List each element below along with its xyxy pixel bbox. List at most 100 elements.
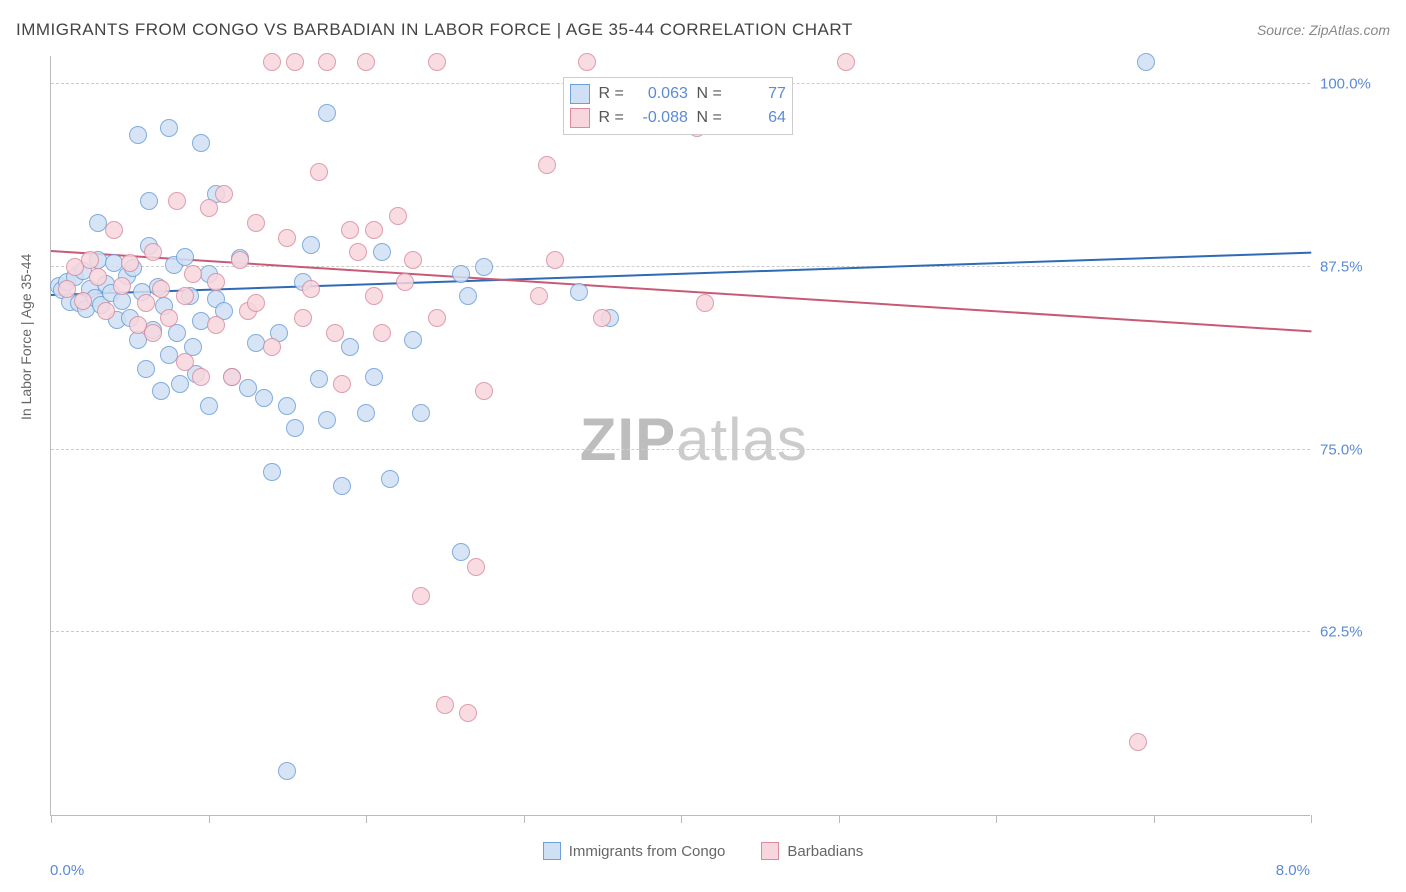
scatter-point xyxy=(160,119,178,137)
scatter-point xyxy=(318,53,336,71)
scatter-point xyxy=(467,558,485,576)
scatter-point xyxy=(247,294,265,312)
scatter-point xyxy=(428,309,446,327)
scatter-point xyxy=(278,397,296,415)
scatter-point xyxy=(152,382,170,400)
scatter-point xyxy=(1137,53,1155,71)
scatter-point xyxy=(837,53,855,71)
scatter-point xyxy=(263,463,281,481)
scatter-point xyxy=(341,221,359,239)
x-max-label: 8.0% xyxy=(1276,862,1310,879)
legend-item: Barbadians xyxy=(761,842,863,860)
n-label: N = xyxy=(696,85,722,103)
y-tick-label: 87.5% xyxy=(1320,258,1380,275)
scatter-point xyxy=(365,287,383,305)
r-value: 0.063 xyxy=(632,85,688,103)
legend-swatch xyxy=(543,842,561,860)
scatter-point xyxy=(349,243,367,261)
scatter-point xyxy=(538,156,556,174)
scatter-point xyxy=(310,370,328,388)
scatter-point xyxy=(255,389,273,407)
scatter-point xyxy=(121,254,139,272)
scatter-point xyxy=(113,277,131,295)
scatter-point xyxy=(452,265,470,283)
scatter-point xyxy=(546,251,564,269)
x-tick xyxy=(366,815,367,823)
scatter-point xyxy=(160,309,178,327)
scatter-point xyxy=(459,704,477,722)
legend-swatch xyxy=(761,842,779,860)
scatter-point xyxy=(207,316,225,334)
r-value: -0.088 xyxy=(632,109,688,127)
y-tick-label: 75.0% xyxy=(1320,441,1380,458)
scatter-point xyxy=(578,53,596,71)
scatter-point xyxy=(333,375,351,393)
scatter-point xyxy=(318,411,336,429)
x-tick xyxy=(839,815,840,823)
gridline xyxy=(51,631,1310,632)
chart-header: IMMIGRANTS FROM CONGO VS BARBADIAN IN LA… xyxy=(16,20,1390,40)
scatter-point xyxy=(373,324,391,342)
legend-swatch xyxy=(570,108,590,128)
scatter-point xyxy=(144,324,162,342)
scatter-point xyxy=(137,360,155,378)
n-label: N = xyxy=(696,109,722,127)
scatter-point xyxy=(171,375,189,393)
x-tick xyxy=(1311,815,1312,823)
scatter-point xyxy=(184,265,202,283)
scatter-point xyxy=(593,309,611,327)
chart-source: Source: ZipAtlas.com xyxy=(1257,22,1390,38)
scatter-point xyxy=(168,192,186,210)
scatter-point xyxy=(294,309,312,327)
x-tick xyxy=(51,815,52,823)
scatter-point xyxy=(137,294,155,312)
scatter-point xyxy=(475,258,493,276)
chart-title: IMMIGRANTS FROM CONGO VS BARBADIAN IN LA… xyxy=(16,20,853,40)
scatter-point xyxy=(152,280,170,298)
scatter-point xyxy=(341,338,359,356)
scatter-point xyxy=(436,696,454,714)
scatter-point xyxy=(263,53,281,71)
legend-swatch xyxy=(570,84,590,104)
scatter-point xyxy=(105,221,123,239)
scatter-point xyxy=(357,404,375,422)
scatter-point xyxy=(278,762,296,780)
x-min-label: 0.0% xyxy=(50,862,84,879)
scatter-point xyxy=(231,251,249,269)
scatter-point xyxy=(389,207,407,225)
scatter-point xyxy=(74,292,92,310)
scatter-point xyxy=(373,243,391,261)
scatter-point xyxy=(81,251,99,269)
scatter-point xyxy=(404,251,422,269)
scatter-point xyxy=(570,283,588,301)
scatter-point xyxy=(129,126,147,144)
y-axis-label: In Labor Force | Age 35-44 xyxy=(18,254,34,420)
scatter-point xyxy=(140,192,158,210)
x-tick xyxy=(996,815,997,823)
scatter-point xyxy=(302,280,320,298)
scatter-point xyxy=(365,221,383,239)
x-tick xyxy=(209,815,210,823)
scatter-point xyxy=(396,273,414,291)
stats-legend-row: R =-0.088N =64 xyxy=(570,106,786,130)
scatter-point xyxy=(223,368,241,386)
scatter-point xyxy=(696,294,714,312)
scatter-point xyxy=(459,287,477,305)
scatter-point xyxy=(200,397,218,415)
scatter-point xyxy=(412,404,430,422)
scatter-point xyxy=(192,368,210,386)
scatter-point xyxy=(97,302,115,320)
scatter-point xyxy=(58,280,76,298)
scatter-point xyxy=(144,243,162,261)
n-value: 64 xyxy=(730,109,786,127)
legend-label: Immigrants from Congo xyxy=(569,843,726,860)
scatter-point xyxy=(176,248,194,266)
scatter-point xyxy=(1129,733,1147,751)
scatter-point xyxy=(318,104,336,122)
scatter-point xyxy=(310,163,328,181)
scatter-point xyxy=(176,287,194,305)
scatter-point xyxy=(404,331,422,349)
scatter-point xyxy=(452,543,470,561)
scatter-point xyxy=(302,236,320,254)
scatter-point xyxy=(365,368,383,386)
